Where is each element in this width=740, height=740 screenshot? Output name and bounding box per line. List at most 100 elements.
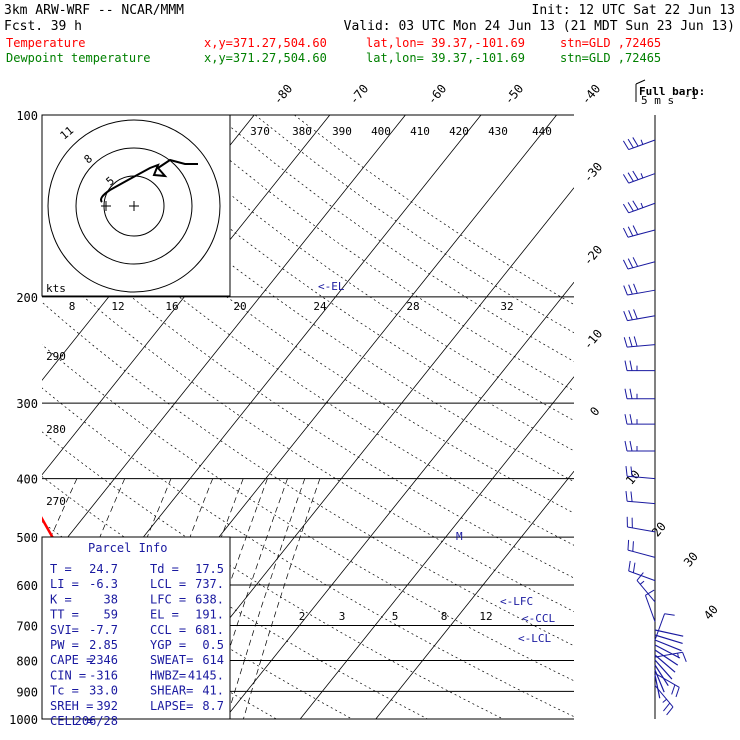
- pressure-tick-label: 600: [16, 579, 38, 593]
- dry-adiabat: [42, 387, 574, 718]
- parcel-info-cell: SHEAR=: [150, 684, 193, 698]
- parcel-info-cell: YGP =: [150, 638, 186, 652]
- theta-tick-label: 400: [371, 125, 391, 138]
- isotherm-tick-label: -80: [271, 82, 296, 108]
- parcel-info-cell: CAPE =: [50, 653, 93, 667]
- pressure-tick-label: 700: [16, 619, 38, 633]
- parcel-info-cell: 59: [104, 608, 118, 622]
- low-level-wind-cluster: [654, 629, 684, 699]
- mixing-ratio-tick-label: 5: [392, 610, 399, 623]
- parcel-info-cell: SWEAT=: [150, 653, 193, 667]
- mixing-ratio-tick-label: 3: [339, 610, 346, 623]
- isotherm-tick-label: -20: [581, 243, 606, 269]
- parcel-info-cell: 24.7: [89, 562, 118, 576]
- isotherm-line: [299, 376, 574, 719]
- low-level-barb: [654, 664, 669, 687]
- dry-adiabat: [294, 115, 574, 305]
- legend-dewpoint-station: stn=GLD ,72465: [560, 51, 661, 65]
- isotherm-tick-label: -10: [581, 327, 606, 353]
- theta-tick-label: 430: [488, 125, 508, 138]
- parcel-info-title: Parcel Info: [88, 541, 167, 555]
- legend-dewpoint-coords: x,y=371.27,504.60: [204, 51, 327, 65]
- parcel-info-cell: SREH =: [50, 699, 93, 713]
- pressure-tick-label: 1000: [9, 713, 38, 727]
- pressure-tick-label: 500: [16, 531, 38, 545]
- mixing-ratio-tick-label: 12: [111, 300, 124, 313]
- theta-tick-label: 390: [332, 125, 352, 138]
- isotherm-line: [224, 281, 574, 719]
- parcel-info-box: Parcel Info T = 24.7 Td = 17.5 LI = -6.3 LCL =…: [41, 536, 231, 728]
- wind-barbs: [622, 115, 687, 719]
- parcel-info-cell: LI =: [50, 577, 79, 591]
- parcel-info-cell: SVI=: [50, 623, 79, 637]
- mixing-ratio-tick-label: 28: [406, 300, 419, 313]
- pressure-axis-labels: 100 200 300 400 500 600 700 800 900 1000: [9, 109, 38, 727]
- lfc-marker: <-LFC: [500, 595, 533, 608]
- wind-barb: [622, 200, 656, 214]
- forecast-hours: 39 h: [51, 19, 82, 34]
- parcel-info-cell: -7.7: [89, 623, 118, 637]
- isotherm-tick-label: 30: [681, 549, 701, 569]
- wind-barb: [627, 539, 656, 558]
- legend-temperature-latlon: lat,lon= 39.37,-101.69: [366, 36, 525, 50]
- parcel-info-cell: Tc =: [50, 684, 79, 698]
- m-marker: M: [456, 530, 463, 543]
- forecast-label: Fcst.: [4, 19, 43, 34]
- low-level-barb: [654, 674, 661, 699]
- hodograph-units: kts: [46, 282, 66, 295]
- theta-tick-label: 370: [250, 125, 270, 138]
- parcel-info-cell: 8.7: [202, 699, 224, 713]
- wind-barb: [626, 516, 656, 533]
- mixing-ratio-tick-label: 2: [299, 610, 306, 623]
- parcel-info-cell: 638.: [195, 592, 224, 606]
- pressure-tick-label: 400: [16, 473, 38, 487]
- parcel-info-cell: CCL =: [150, 623, 186, 637]
- mixing-ratio-labels: 8 12 16 20 24 28 32 2 3 5 8 12: [69, 300, 514, 623]
- parcel-info-cell: CELL =: [50, 714, 93, 728]
- hodograph-ring-middle: [75, 147, 193, 265]
- legend-dewpoint: Dewpoint temperature: [6, 51, 151, 65]
- low-level-barb: [654, 654, 676, 673]
- hodograph-trace: [100, 158, 198, 203]
- model-title: 3km ARW-WRF -- NCAR/MMM: [4, 3, 184, 18]
- valid-time: Valid: 03 UTC Mon 24 Jun 13 (21 MDT Sun …: [344, 19, 735, 34]
- low-level-barb: [654, 634, 683, 645]
- isotherm-tick-label: 20: [649, 519, 669, 539]
- dry-adiabat: [42, 301, 574, 647]
- ccl-marker: <-CCL: [522, 612, 555, 625]
- hodograph-inset: 11 8 5 kts: [41, 114, 231, 297]
- mixing-ratio-tick-label: 12: [479, 610, 492, 623]
- hodograph-ring-outer: [47, 119, 221, 293]
- parcel-info-cell: HWBZ=: [150, 668, 186, 682]
- chart-header: 3km ARW-WRF -- NCAR/MMM Init: 12 UTC Sat…: [4, 3, 735, 65]
- parcel-info-cell: 206/28: [75, 714, 118, 728]
- dry-adiabat: [42, 431, 504, 719]
- isotherm-tick-label: 40: [701, 602, 721, 622]
- wind-barb: [654, 672, 680, 698]
- parcel-info-cell: 4145.: [188, 668, 224, 682]
- legend-temperature-station: stn=GLD ,72465: [560, 36, 661, 50]
- theta-tick-label: 270: [46, 495, 66, 508]
- wind-barb: [624, 388, 655, 400]
- parcel-info-cell: TT =: [50, 608, 79, 622]
- wind-barb: [644, 589, 656, 622]
- parcel-info-cell: 41.: [202, 684, 224, 698]
- low-level-barb: [654, 644, 681, 659]
- dry-adiabat: [42, 344, 574, 682]
- parcel-info-cell: 614: [202, 653, 224, 667]
- legend-dewpoint-latlon: lat,lon= 39.37,-101.69: [366, 51, 525, 65]
- legend-temperature: Temperature: [6, 36, 85, 50]
- wind-barb: [624, 440, 655, 452]
- pressure-tick-label: 200: [16, 291, 38, 305]
- barb-key: Full barb: 5 m s -1: [635, 79, 705, 107]
- isotherm-line: [375, 470, 574, 719]
- parcel-info-cell: T =: [50, 562, 72, 576]
- wind-barb: [624, 414, 655, 425]
- wind-barb: [625, 491, 656, 505]
- wind-barb: [628, 560, 656, 582]
- parcel-info-cell: 2346: [89, 653, 118, 667]
- isotherm-line: [42, 115, 406, 570]
- barb-key-unit-exponent: -1: [684, 89, 697, 102]
- isotherm-tick-label: 0: [587, 404, 602, 419]
